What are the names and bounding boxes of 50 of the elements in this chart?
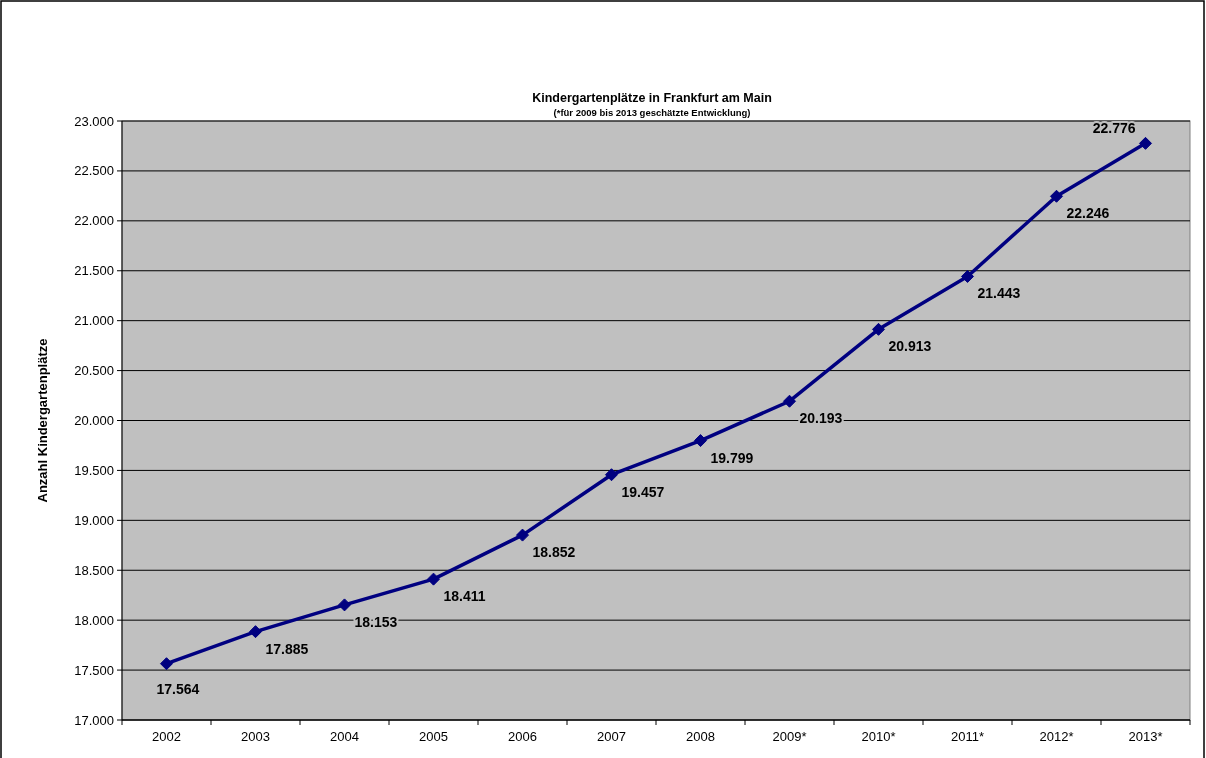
point bbox=[872, 322, 885, 336]
point bbox=[338, 598, 351, 612]
point bbox=[605, 468, 618, 482]
point bbox=[694, 434, 707, 448]
data-label: 21.443 bbox=[977, 285, 1021, 302]
data-label: 17.564 bbox=[156, 680, 200, 697]
data-label: 17.885 bbox=[265, 640, 309, 657]
data-label: 22.246 bbox=[1066, 205, 1110, 222]
x-tick-label: 2003 bbox=[241, 729, 270, 744]
x-tick-label: 2007 bbox=[597, 729, 626, 744]
point bbox=[783, 394, 796, 408]
x-tick-label: 2008 bbox=[686, 729, 715, 744]
y-tick-label: 22.000 bbox=[74, 213, 114, 229]
data-label: 19.799 bbox=[710, 449, 754, 466]
x-tick-label: 2013* bbox=[1128, 729, 1163, 744]
y-tick-label: 20.500 bbox=[74, 363, 114, 379]
data-label: 19.457 bbox=[621, 483, 665, 500]
x-tick-label: 2010* bbox=[861, 729, 896, 744]
y-tick-label: 19.000 bbox=[74, 512, 114, 528]
y-tick-label: 20.000 bbox=[74, 413, 114, 428]
x-tick-label: 2011* bbox=[950, 729, 985, 744]
data-label: 18.852 bbox=[532, 544, 576, 561]
x-tick-label: 2002 bbox=[152, 729, 181, 744]
y-tick-label: 19.500 bbox=[74, 462, 114, 478]
point bbox=[1050, 189, 1063, 203]
x-tick-label: 2005 bbox=[419, 729, 448, 744]
y-tick-label: 23.000 bbox=[74, 113, 114, 129]
point bbox=[1139, 136, 1152, 150]
x-tick-label: 2006 bbox=[508, 729, 537, 744]
y-tick-label: 17.500 bbox=[74, 662, 114, 678]
chart-title: Kindergartenplätze in Frankfurt am Main bbox=[532, 91, 772, 105]
y-axis-title: Anzahl Kindergartenplätze bbox=[35, 338, 50, 503]
y-tick-label: 22.500 bbox=[74, 163, 114, 179]
data-label: 22.776 bbox=[1092, 120, 1136, 137]
x-tick-label: 2012* bbox=[1039, 729, 1074, 744]
point bbox=[249, 625, 262, 639]
y-tick-label: 21.500 bbox=[74, 263, 114, 279]
data-label: 18.411 bbox=[443, 588, 486, 605]
point bbox=[160, 657, 173, 671]
x-tick-label: 2004 bbox=[330, 729, 359, 744]
y-tick-label: 18.500 bbox=[74, 562, 114, 578]
y-tick-label: 17.000 bbox=[74, 712, 114, 728]
point bbox=[516, 528, 529, 542]
point bbox=[427, 572, 440, 586]
data-label: 20.913 bbox=[888, 338, 932, 355]
chart-subtitle: (*für 2009 bis 2013 geschätzte Entwicklung) bbox=[553, 107, 751, 118]
y-tick-label: 18.000 bbox=[74, 612, 114, 628]
x-tick-label: 2009* bbox=[772, 729, 807, 744]
point bbox=[961, 269, 974, 283]
y-tick-label: 21.000 bbox=[74, 313, 114, 329]
